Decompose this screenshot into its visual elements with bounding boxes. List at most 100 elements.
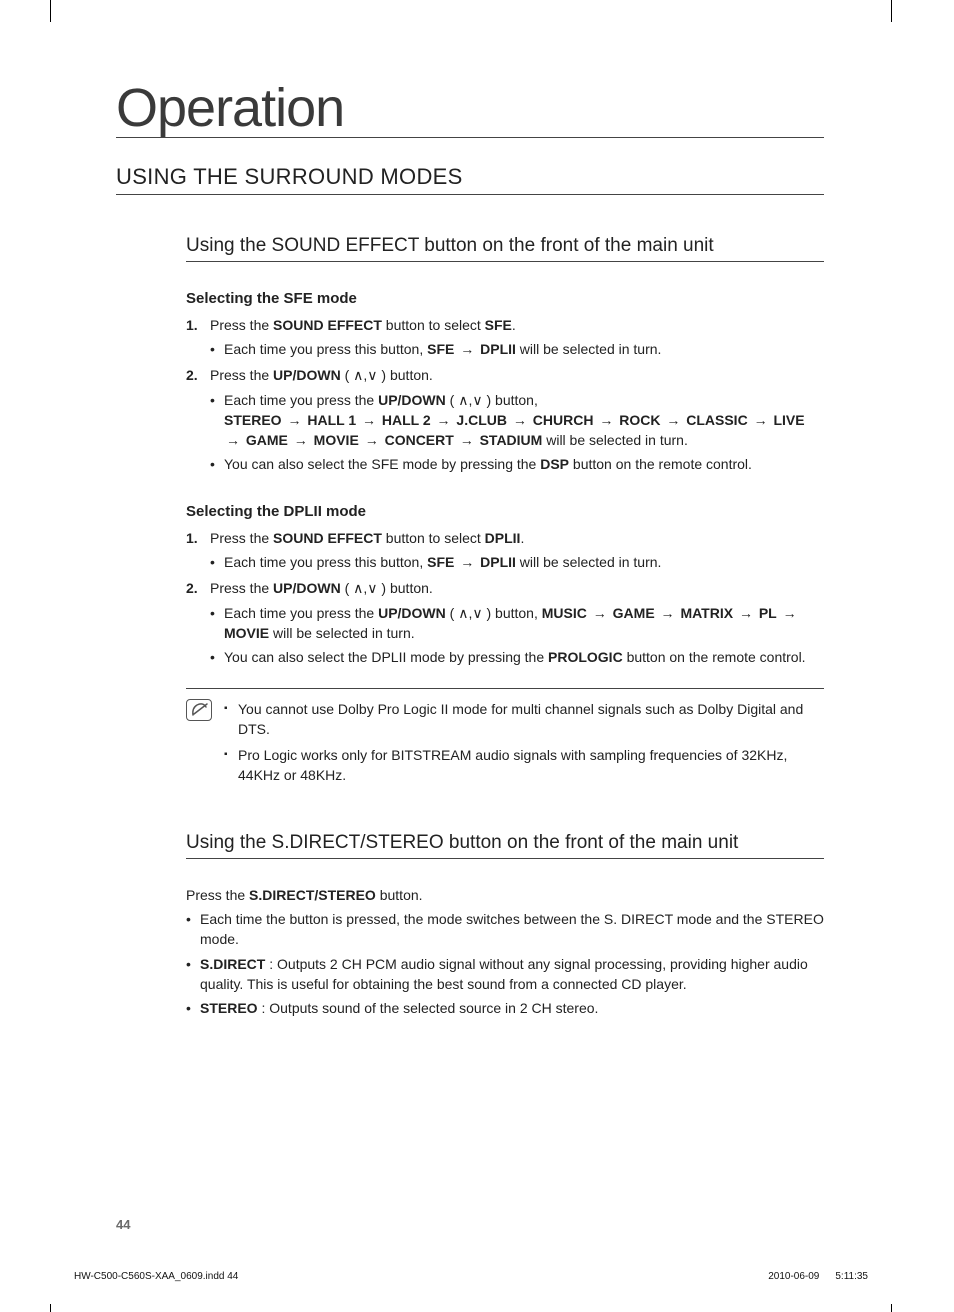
list-item: Each time you press this button, SFE DPL… xyxy=(224,339,824,359)
sfe-step1-sub: Each time you press this button, SFE DPL… xyxy=(210,339,824,359)
button-name: UP/DOWN xyxy=(273,367,341,383)
up-icon xyxy=(458,392,468,408)
note-item: You cannot use Dolby Pro Logic II mode f… xyxy=(224,699,824,740)
list-item: You can also select the DPLII mode by pr… xyxy=(224,647,824,667)
text: You can also select the DPLII mode by pr… xyxy=(224,649,548,665)
mode-name: S.DIRECT xyxy=(200,956,265,972)
dplii-step2-sub: Each time you press the UP/DOWN ( , ) bu… xyxy=(210,603,824,668)
button-name: S.DIRECT/STEREO xyxy=(249,887,376,903)
text: You can also select the SFE mode by pres… xyxy=(224,456,540,472)
text: : Outputs 2 CH PCM audio signal without … xyxy=(200,956,808,992)
text: ) button, xyxy=(483,605,542,621)
page-content: Operation USING THE SURROUND MODES Using… xyxy=(116,80,824,1019)
crop-mark xyxy=(50,0,51,22)
dplii-steps: Press the SOUND EFFECT button to select … xyxy=(186,528,824,668)
note-list: You cannot use Dolby Pro Logic II mode f… xyxy=(224,699,824,792)
arrow-icon xyxy=(458,341,476,357)
section-title: USING THE SURROUND MODES xyxy=(116,164,824,195)
list-item: S.DIRECT : Outputs 2 CH PCM audio signal… xyxy=(186,954,824,995)
mode-name: SFE xyxy=(427,554,454,570)
text: Each time you press this button, xyxy=(224,554,427,570)
list-item: Each time the button is pressed, the mod… xyxy=(186,909,824,950)
text: Each time you press the xyxy=(224,392,378,408)
mode-name: DPLII xyxy=(485,530,521,546)
text: button on the remote control. xyxy=(569,456,752,472)
text: will be selected in turn. xyxy=(542,432,688,448)
text: will be selected in turn. xyxy=(516,554,662,570)
footer: HW-C500-C560S-XAA_0609.indd 44 2010-06-0… xyxy=(74,1271,868,1282)
button-name: DSP xyxy=(540,456,569,472)
text: : Outputs sound of the selected source i… xyxy=(258,1000,599,1016)
mode-name: DPLII xyxy=(480,554,516,570)
down-icon xyxy=(367,580,377,596)
dplii-step-2: Press the UP/DOWN ( , ) button. Each tim… xyxy=(204,578,824,667)
text: ( xyxy=(341,580,353,596)
down-icon xyxy=(367,367,377,383)
sdirect-list: Each time the button is pressed, the mod… xyxy=(186,909,824,1018)
list-item: Each time you press the UP/DOWN ( , ) bu… xyxy=(224,603,824,644)
text: Press the xyxy=(210,367,273,383)
text: . xyxy=(520,530,524,546)
crop-mark xyxy=(891,0,892,22)
text: Press the xyxy=(186,887,249,903)
note-item: Pro Logic works only for BITSTREAM audio… xyxy=(224,745,824,786)
heading-sfe: Selecting the SFE mode xyxy=(186,290,824,307)
text: ( xyxy=(446,392,458,408)
footer-file: HW-C500-C560S-XAA_0609.indd 44 xyxy=(74,1271,238,1282)
dplii-step1-sub: Each time you press this button, SFE DPL… xyxy=(210,552,824,572)
mode-name: DPLII xyxy=(480,341,516,357)
footer-date: 2010-06-09 xyxy=(768,1271,819,1282)
sfe-mode-sequence: STEREO HALL 1 HALL 2 J.CLUB CHURCH ROCK … xyxy=(224,412,805,448)
arrow-icon xyxy=(458,554,476,570)
text: will be selected in turn. xyxy=(516,341,662,357)
mode-name: STEREO xyxy=(200,1000,258,1016)
footer-time: 5:11:35 xyxy=(835,1271,868,1282)
list-item: STEREO : Outputs sound of the selected s… xyxy=(186,998,824,1018)
sfe-steps: Press the SOUND EFFECT button to select … xyxy=(186,315,824,475)
text: Press the xyxy=(210,530,273,546)
heading-dplii: Selecting the DPLII mode xyxy=(186,503,824,520)
text: ) button. xyxy=(378,367,433,383)
button-name: UP/DOWN xyxy=(378,392,446,408)
text: ( xyxy=(446,605,458,621)
text: will be selected in turn. xyxy=(269,625,415,641)
sfe-step2-sub: Each time you press the UP/DOWN ( , ) bu… xyxy=(210,390,824,475)
down-icon xyxy=(472,392,482,408)
text: Press the xyxy=(210,580,273,596)
up-icon xyxy=(458,605,468,621)
mode-name: SFE xyxy=(427,341,454,357)
mode-name: SFE xyxy=(485,317,512,333)
text: button to select xyxy=(382,317,485,333)
list-item: Each time you press this button, SFE DPL… xyxy=(224,552,824,572)
text: button on the remote control. xyxy=(623,649,806,665)
chapter-title: Operation xyxy=(116,80,824,138)
list-item: Each time you press the UP/DOWN ( , ) bu… xyxy=(224,390,824,451)
dplii-step-1: Press the SOUND EFFECT button to select … xyxy=(204,528,824,573)
page-number: 44 xyxy=(116,1217,130,1232)
sfe-step-1: Press the SOUND EFFECT button to select … xyxy=(204,315,824,360)
note-box: You cannot use Dolby Pro Logic II mode f… xyxy=(186,688,824,792)
sdirect-press: Press the S.DIRECT/STEREO button. xyxy=(186,885,824,905)
text: button to select xyxy=(382,530,485,546)
down-icon xyxy=(472,605,482,621)
text: ) button, xyxy=(483,392,538,408)
text: ( xyxy=(341,367,353,383)
button-name: SOUND EFFECT xyxy=(273,317,382,333)
up-icon xyxy=(353,367,363,383)
text: Each time you press this button, xyxy=(224,341,427,357)
button-name: UP/DOWN xyxy=(273,580,341,596)
text: ) button. xyxy=(378,580,433,596)
text: Press the xyxy=(210,317,273,333)
button-name: UP/DOWN xyxy=(378,605,446,621)
subsection-sdirect: Using the S.DIRECT/STEREO button on the … xyxy=(186,832,824,859)
text: . xyxy=(512,317,516,333)
list-item: You can also select the SFE mode by pres… xyxy=(224,454,824,474)
text: Each time you press the xyxy=(224,605,378,621)
text: button. xyxy=(376,887,423,903)
button-name: SOUND EFFECT xyxy=(273,530,382,546)
up-icon xyxy=(353,580,363,596)
crop-mark xyxy=(50,1304,51,1312)
note-icon xyxy=(186,699,212,721)
sfe-step-2: Press the UP/DOWN ( , ) button. Each tim… xyxy=(204,365,824,474)
subsection-sound-effect: Using the SOUND EFFECT button on the fro… xyxy=(186,235,824,262)
